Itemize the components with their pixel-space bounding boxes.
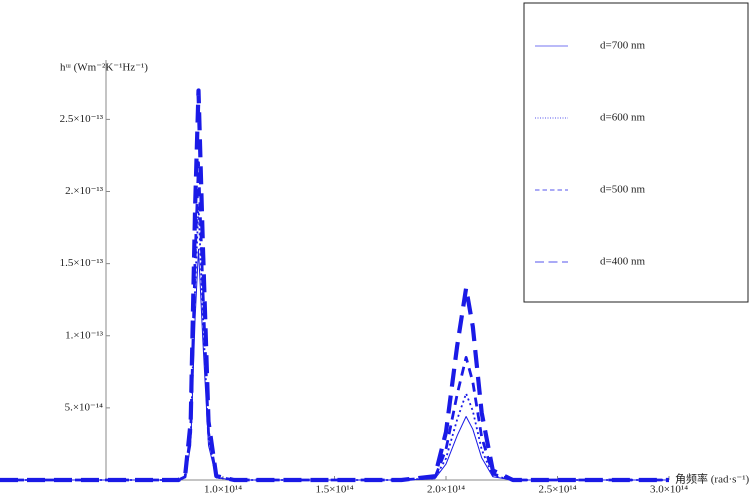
x-tick-label: 2.5×10¹⁴	[538, 484, 576, 496]
legend-box	[523, 2, 749, 303]
y-tick-label: 1.×10⁻¹³	[65, 329, 104, 341]
legend-label: d=400 nm	[600, 256, 645, 268]
series-line	[0, 161, 669, 482]
y-axis-label: hᵚ (Wm⁻²K⁻¹Hz⁻¹)	[60, 62, 148, 74]
x-tick-label: 1.5×10¹⁴	[315, 484, 353, 496]
y-tick-label: 5.×10⁻¹⁴	[65, 401, 104, 413]
y-tick-label: 2.×10⁻¹³	[65, 185, 104, 197]
y-tick-label: 1.5×10⁻¹³	[60, 257, 104, 269]
x-axis-label: 角频率 (rad·s⁻¹)	[675, 472, 750, 486]
x-tick-label: 3.0×10¹⁴	[650, 484, 688, 496]
legend-label: d=700 nm	[600, 40, 645, 52]
x-tick-label: 2.0×10¹⁴	[427, 484, 465, 496]
x-tick-label: 1.0×10¹⁴	[204, 484, 242, 496]
y-tick-label: 2.5×10⁻¹³	[60, 113, 104, 125]
series-line	[0, 88, 669, 483]
legend-label: d=600 nm	[600, 112, 645, 124]
legend-label: d=500 nm	[600, 184, 645, 196]
